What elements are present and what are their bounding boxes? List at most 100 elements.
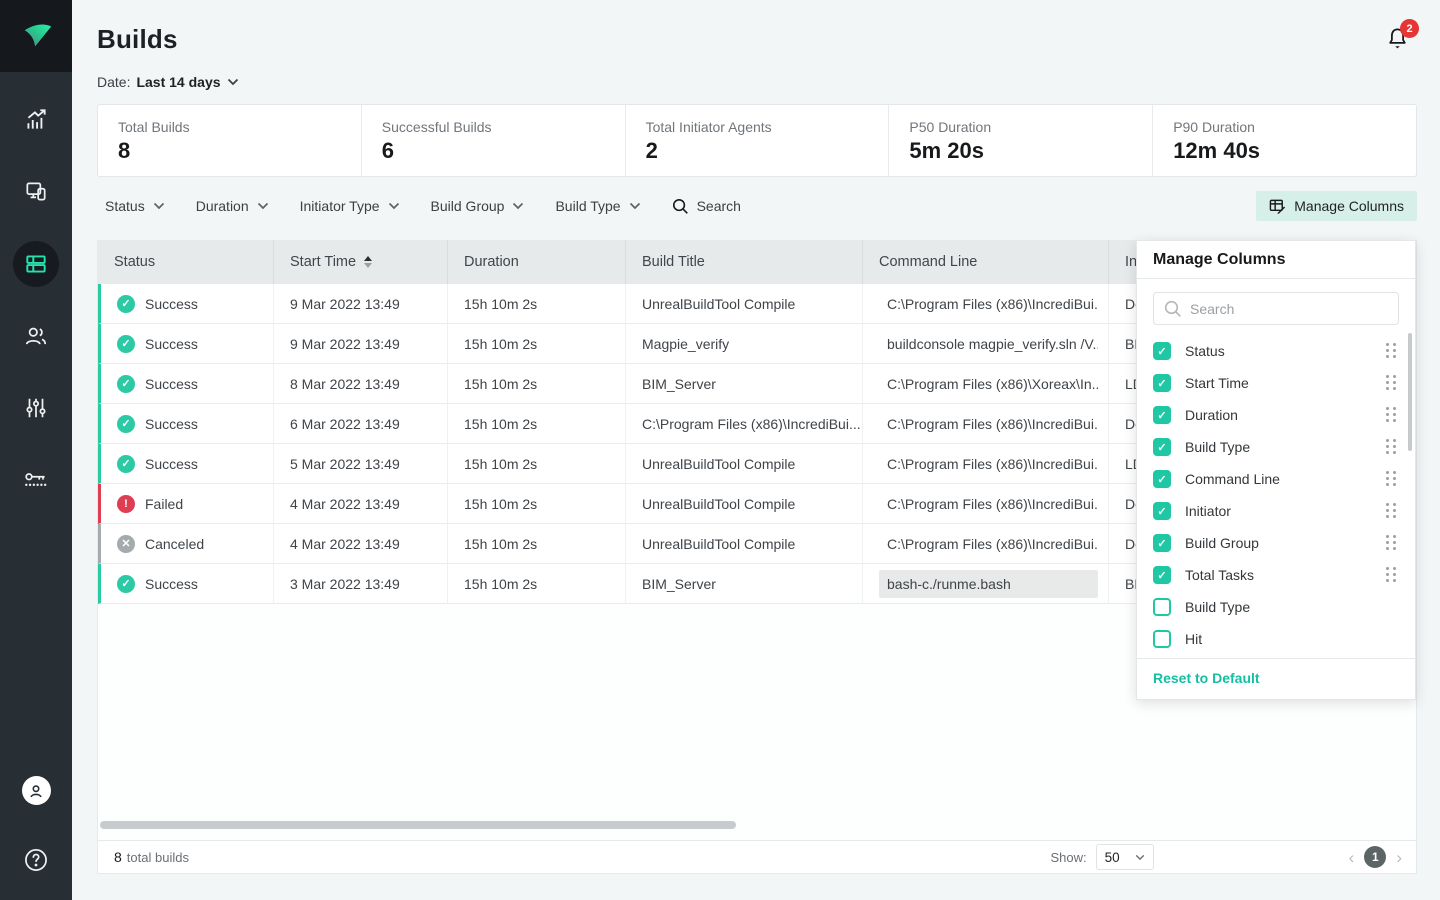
start-time-cell: 6 Mar 2022 13:49 (274, 404, 448, 443)
drag-handle-icon[interactable] (1386, 567, 1397, 583)
sidebar-nav (0, 72, 72, 516)
checkbox[interactable]: ✓ (1153, 406, 1171, 424)
column-toggle-label: Command Line (1185, 471, 1280, 487)
column-toggle-item[interactable]: ✓ Start Time (1137, 367, 1415, 399)
key-icon (25, 473, 47, 487)
checkbox[interactable]: ✓ (1153, 438, 1171, 456)
sidebar-item-agents[interactable] (0, 156, 72, 228)
drag-handle-icon[interactable] (1386, 343, 1397, 359)
sidebar-item-users[interactable] (0, 300, 72, 372)
col-header-command-line[interactable]: Command Line (863, 240, 1109, 284)
col-header-build-title[interactable]: Build Title (626, 240, 863, 284)
checkbox[interactable]: ✓ (1153, 502, 1171, 520)
column-toggle-label: Hit (1185, 631, 1203, 647)
filter-dropdown[interactable]: Build Type (555, 198, 640, 214)
checkbox[interactable]: ✓ (1153, 598, 1171, 616)
status-cell: Success (145, 455, 198, 472)
panel-scrollbar[interactable] (1408, 333, 1412, 451)
prev-page-button[interactable]: ‹ (1348, 847, 1355, 867)
status-icon: ✓ (117, 414, 135, 433)
column-toggle-item[interactable]: ✓ Build Type (1137, 591, 1415, 623)
checkbox[interactable]: ✓ (1153, 342, 1171, 360)
column-toggle-item[interactable]: ✓ Hit (1137, 623, 1415, 655)
column-toggle-label: Initiator (1185, 503, 1231, 519)
command-line-cell: C:\Program Files (x86)\IncrediBui... (863, 444, 1109, 483)
stat-label: Successful Builds (381, 119, 492, 135)
checkbox[interactable]: ✓ (1153, 630, 1171, 648)
checkbox[interactable]: ✓ (1153, 470, 1171, 488)
filter-dropdown[interactable]: Duration (196, 198, 269, 214)
next-page-button[interactable]: › (1396, 847, 1402, 867)
stat-label: P90 Duration (1173, 119, 1255, 135)
sidebar-item-analytics[interactable] (0, 84, 72, 156)
date-filter[interactable]: Date: Last 14 days (72, 58, 1440, 90)
sidebar-item-settings[interactable] (0, 372, 72, 444)
chevron-down-icon (153, 202, 164, 210)
table-search[interactable]: Search (672, 198, 741, 215)
user-avatar[interactable] (21, 776, 51, 805)
horizontal-scrollbar[interactable] (100, 821, 736, 829)
filter-dropdown[interactable]: Status (105, 198, 165, 214)
drag-handle-icon[interactable] (1386, 407, 1397, 423)
column-toggle-item[interactable]: ✓ Command Line (1137, 463, 1415, 495)
manage-columns-button[interactable]: Manage Columns (1256, 191, 1417, 221)
manage-columns-panel: Manage Columns ✓ Status ✓ Start Time ✓ D… (1136, 240, 1416, 700)
checkbox[interactable]: ✓ (1153, 374, 1171, 392)
start-time-cell: 5 Mar 2022 13:49 (274, 444, 448, 483)
stat-label: Total Initiator Agents (645, 119, 772, 135)
start-time-cell: 9 Mar 2022 13:49 (274, 284, 448, 323)
drag-handle-icon[interactable] (1386, 375, 1397, 391)
panel-search-input[interactable] (1190, 300, 1388, 317)
command-line-cell: C:\Program Files (x86)\IncrediBui... (863, 524, 1109, 563)
stat-label: P50 Duration (909, 119, 992, 135)
users-icon (25, 327, 47, 345)
duration-cell: 15h 10m 2s (448, 564, 626, 603)
column-toggle-item[interactable]: ✓ Status (1137, 335, 1415, 367)
command-line-cell: buildconsole magpie_verify.sln /V... (863, 324, 1109, 363)
notifications-button[interactable]: 2 (1385, 19, 1419, 58)
status-cell: Success (145, 415, 198, 432)
duration-cell: 15h 10m 2s (448, 324, 626, 363)
command-line-cell: C:\Program Files (x86)\IncrediBui... (863, 484, 1109, 523)
checkbox[interactable]: ✓ (1153, 534, 1171, 552)
start-time-cell: 4 Mar 2022 13:49 (274, 524, 448, 563)
app-logo[interactable] (0, 0, 72, 72)
column-toggle-label: Build Type (1185, 599, 1251, 615)
sidebar-item-builds[interactable] (0, 228, 72, 300)
filter-dropdown-label: Duration (195, 198, 249, 214)
current-page[interactable]: 1 (1364, 846, 1387, 868)
col-header-duration[interactable]: Duration (448, 240, 626, 284)
col-header-start-time[interactable]: Start Time (274, 240, 448, 284)
drag-handle-icon[interactable] (1386, 535, 1397, 551)
page-size-select[interactable]: 50 (1095, 844, 1154, 870)
help-button[interactable] (23, 847, 49, 878)
checkbox[interactable]: ✓ (1153, 566, 1171, 584)
build-title-cell: C:\Program Files (x86)\IncrediBui... (626, 404, 863, 443)
drag-handle-icon[interactable] (1386, 471, 1397, 487)
search-icon (1164, 300, 1181, 317)
build-title-cell: BIM_Server (626, 364, 863, 403)
duration-cell: 15h 10m 2s (448, 284, 626, 323)
column-toggle-item[interactable]: ✓ Total Tasks (1137, 559, 1415, 591)
duration-cell: 15h 10m 2s (448, 364, 626, 403)
stat-value: 12m 40s (1173, 138, 1261, 163)
drag-handle-icon[interactable] (1386, 503, 1397, 519)
sidebar-item-license[interactable] (0, 444, 72, 516)
drag-handle-icon[interactable] (1386, 439, 1397, 455)
filter-dropdown[interactable]: Build Group (431, 198, 525, 214)
column-toggle-item[interactable]: ✓ Duration (1137, 399, 1415, 431)
command-line-cell: bash-c./runme.bash (863, 564, 1109, 603)
column-toggle-item[interactable]: ✓ Build Group (1137, 527, 1415, 559)
column-toggle-item[interactable]: ✓ Initiator (1137, 495, 1415, 527)
build-title-cell: UnrealBuildTool Compile (626, 484, 863, 523)
duration-cell: 15h 10m 2s (448, 404, 626, 443)
column-toggle-item[interactable]: ✓ Build Type (1137, 431, 1415, 463)
col-header-status[interactable]: Status (98, 240, 274, 284)
filter-bar: Status Duration Initiator Type Build Gro… (97, 189, 1417, 223)
reset-to-default-link[interactable]: Reset to Default (1153, 670, 1260, 686)
column-toggle-label: Build Type (1185, 439, 1251, 455)
status-icon: ✕ (117, 534, 135, 553)
column-list: ✓ Status ✓ Start Time ✓ Duration ✓ Build… (1137, 335, 1415, 658)
filter-dropdown[interactable]: Initiator Type (300, 198, 400, 214)
panel-search-box[interactable] (1153, 292, 1399, 325)
